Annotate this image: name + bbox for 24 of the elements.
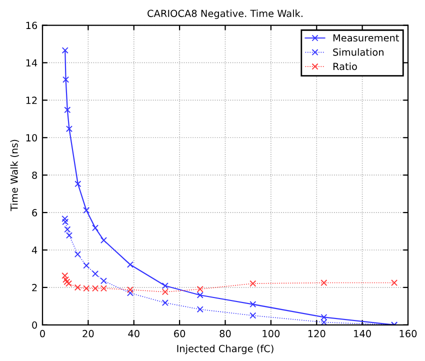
legend-label: Simulation — [333, 48, 384, 56]
chart-title: CARIOCA8 Negative. Time Walk. — [148, 10, 302, 19]
y-tick-label: 2 — [32, 284, 37, 292]
y-tick-label: 10 — [26, 134, 37, 142]
y-tick-label: 4 — [32, 246, 38, 254]
x-tick-label: 140 — [354, 330, 371, 338]
x-tick-label: 40 — [128, 330, 140, 338]
x-tick-label: 100 — [262, 330, 280, 338]
y-tick-label: 0 — [32, 321, 37, 329]
y-axis-title: Time Walk (ns) — [10, 140, 19, 212]
x-tick-label: 60 — [174, 330, 186, 338]
y-tick-label: 12 — [26, 96, 37, 104]
x-tick-label: 120 — [308, 330, 326, 338]
x-axis-title: Injected Charge (fC) — [177, 344, 274, 354]
y-tick-label: 14 — [26, 59, 38, 66]
y-tick-label: 16 — [26, 22, 38, 30]
x-tick-label: 80 — [220, 330, 231, 338]
x-tick-label: 0 — [40, 330, 45, 338]
legend-label: Measurement — [333, 34, 400, 42]
y-tick-label: 8 — [32, 172, 37, 179]
legend-label: Ratio — [333, 62, 357, 70]
y-tick-label: 6 — [32, 209, 38, 216]
x-tick-label: 160 — [400, 330, 417, 338]
x-tick-label: 20 — [82, 330, 94, 338]
